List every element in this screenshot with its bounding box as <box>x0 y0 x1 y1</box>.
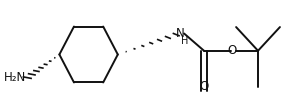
Text: O: O <box>199 80 209 93</box>
Text: H₂N: H₂N <box>4 71 26 84</box>
Text: H: H <box>181 36 189 46</box>
Text: N: N <box>176 27 185 40</box>
Text: O: O <box>227 44 236 57</box>
